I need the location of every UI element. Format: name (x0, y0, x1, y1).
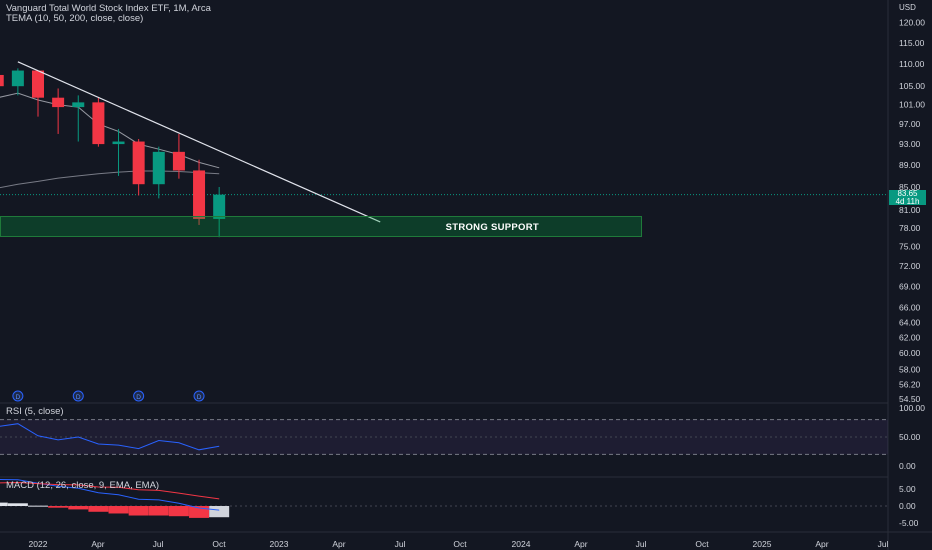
macd-histogram-bar-5 (68, 506, 89, 510)
macd-histogram-bar-2 (7, 503, 28, 506)
rsi-line (0, 423, 220, 451)
price-tick-label-4: 101.00 (899, 100, 925, 110)
last-price-tag: 83.65 4d 11h (889, 190, 926, 205)
dividend-marker-label-0: D (16, 394, 21, 401)
candle-body-11 (193, 170, 206, 219)
price-tick-label-19: 56.20 (899, 379, 921, 389)
dividend-marker-2 (133, 390, 145, 402)
time-tick-label-2: Jul (153, 539, 164, 549)
candle-body-12 (213, 194, 226, 219)
macd-histogram-bar-9 (148, 506, 169, 516)
time-tick-label-0: 2022 (29, 539, 48, 549)
candle-body-7 (112, 141, 125, 145)
candle-body-10 (172, 151, 185, 171)
price-tick-label-8: 85.00 (899, 182, 921, 192)
candle-body-2 (11, 70, 24, 87)
candle-body-5 (72, 102, 85, 108)
price-tick-label-3: 105.00 (899, 81, 925, 91)
bar-countdown: 4d 11h (895, 196, 920, 206)
price-tick-label-5: 97.00 (899, 119, 921, 129)
macd-histogram-bar-8 (128, 506, 149, 516)
price-tick-label-1: 115.00 (899, 38, 925, 48)
macd-histogram-bar-11 (189, 506, 210, 518)
macd-histogram-bar-10 (168, 506, 189, 517)
rsi-indicator-label[interactable]: RSI (5, close) (6, 406, 64, 417)
dividend-marker-3 (193, 390, 205, 402)
macd-histogram-bar-7 (108, 506, 129, 514)
macd-histogram-bar-12 (209, 506, 230, 518)
dividend-marker-label-3: D (197, 394, 202, 401)
tema-line-2 (0, 170, 220, 197)
time-tick-label-6: Jul (395, 539, 406, 549)
rsi-tick-label-1: 50.00 (899, 432, 921, 442)
time-tick-label-5: Apr (332, 539, 345, 549)
time-tick-label-10: Jul (636, 539, 647, 549)
dividend-marker-0 (12, 390, 24, 402)
candle-body-6 (92, 102, 105, 145)
chart-title: Vanguard Total World Stock Index ETF, 1M… (6, 3, 211, 14)
rsi-tick-label-0: 100.00 (899, 403, 925, 413)
last-price: 83.65 (897, 189, 918, 198)
candle-body-4 (52, 97, 65, 108)
rsi-tick-label-2: 0.00 (899, 461, 916, 471)
price-tick-label-18: 58.00 (899, 364, 921, 374)
time-tick-label-8: 2024 (512, 539, 531, 549)
macd-histogram-bar-6 (88, 506, 109, 512)
macd-indicator-label[interactable]: MACD (12, 26, close, 9, EMA, EMA) (6, 480, 160, 491)
price-tick-label-10: 78.00 (899, 223, 921, 233)
price-tick-label-16: 62.00 (899, 333, 921, 343)
macd-tick-label-0: 5.00 (899, 484, 916, 494)
candle-body-3 (32, 70, 44, 98)
candle-body-9 (152, 151, 165, 185)
dividend-marker-label-2: D (136, 394, 141, 401)
time-tick-label-9: Apr (574, 539, 587, 549)
macd-signal-line (0, 481, 220, 500)
price-tick-label-0: 120.00 (899, 17, 925, 27)
time-tick-label-1: Apr (91, 539, 104, 549)
rsi-band (0, 419, 888, 455)
macd-histogram-bar-3 (28, 505, 48, 507)
trendline (17, 61, 381, 223)
time-tick-label-7: Oct (453, 539, 467, 549)
dividend-marker-label-1: D (76, 394, 81, 401)
time-tick-label-4: 2023 (270, 539, 289, 549)
macd-line (0, 478, 220, 511)
tema-indicator-label[interactable]: TEMA (10, 50, 200, close, close) (6, 13, 144, 24)
support-zone-label: STRONG SUPPORT (445, 222, 539, 233)
macd-histogram-bar-4 (48, 506, 69, 508)
price-tick-label-7: 89.00 (899, 160, 921, 170)
time-tick-label-14: Jul (878, 539, 889, 549)
dividend-marker-1 (72, 390, 84, 402)
price-tick-label-15: 64.00 (899, 317, 921, 327)
macd-tick-label-1: 0.00 (899, 501, 916, 511)
time-tick-label-11: Oct (695, 539, 709, 549)
macd-histogram-bar-1 (0, 502, 8, 506)
price-tick-label-17: 60.00 (899, 348, 921, 358)
price-tick-label-2: 110.00 (899, 59, 925, 69)
price-tick-label-12: 72.00 (899, 261, 921, 271)
price-tick-label-9: 81.00 (899, 205, 921, 215)
price-tick-label-14: 66.00 (899, 303, 921, 313)
time-tick-label-12: 2025 (753, 539, 772, 549)
support-zone[interactable]: STRONG SUPPORT (0, 216, 642, 237)
price-tick-label-13: 69.00 (899, 281, 921, 291)
macd-tick-label-2: -5.00 (899, 518, 919, 528)
price-tick-label-6: 93.00 (899, 139, 921, 149)
candle-body-8 (132, 141, 145, 185)
price-tick-label-11: 75.00 (899, 242, 921, 252)
tema-line-1 (0, 92, 220, 169)
time-tick-label-13: Apr (815, 539, 828, 549)
time-tick-label-3: Oct (212, 539, 226, 549)
currency-label: USD (899, 3, 916, 12)
price-tick-label-20: 54.50 (899, 394, 921, 404)
candle-body-1 (0, 74, 4, 87)
